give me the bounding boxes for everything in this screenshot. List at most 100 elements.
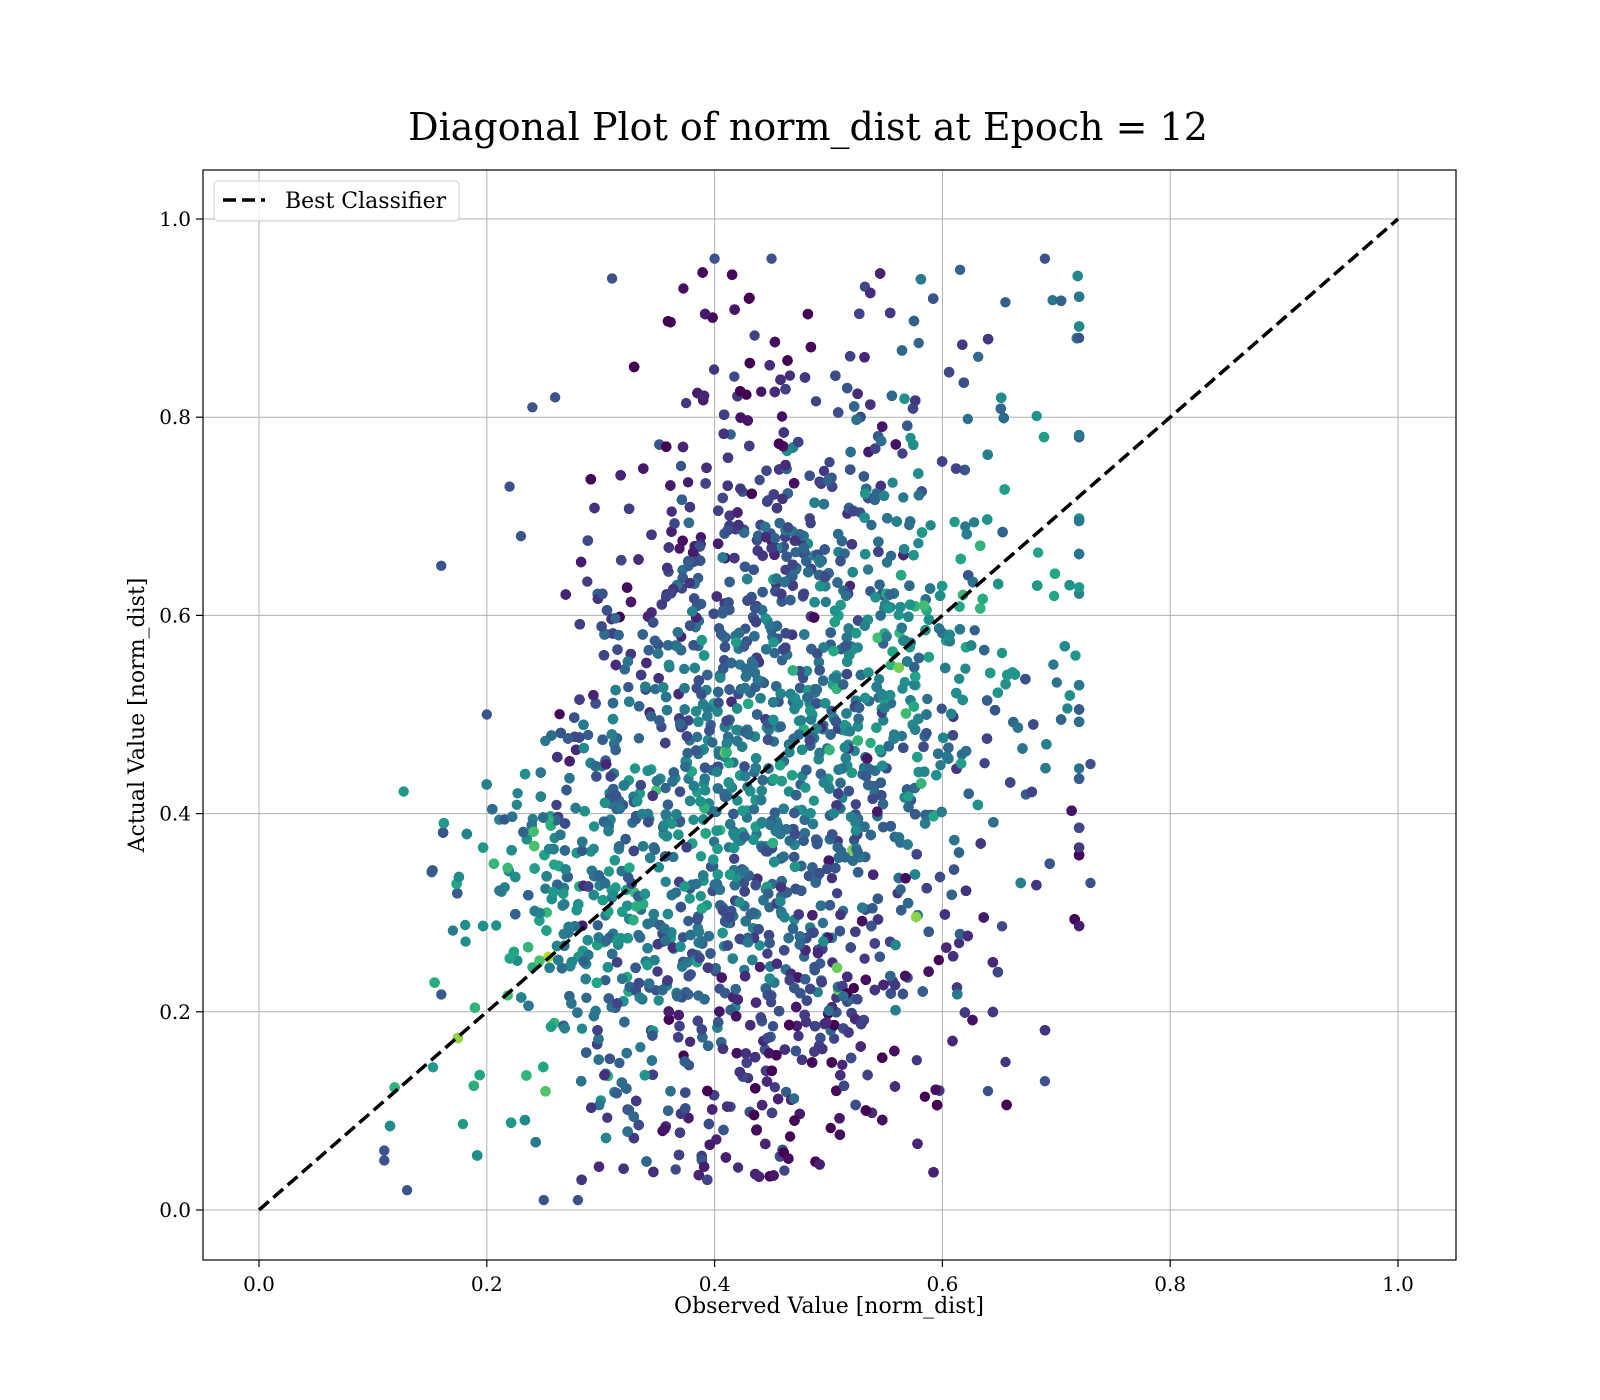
scatter-point — [684, 893, 695, 904]
scatter-point — [898, 492, 909, 503]
scatter-point — [865, 737, 876, 749]
scatter-point — [790, 547, 801, 558]
scatter-point — [800, 782, 811, 793]
scatter-point — [808, 795, 820, 806]
scatter-point — [660, 782, 671, 794]
scatter-point — [779, 1165, 790, 1176]
scatter-point — [554, 709, 565, 720]
scatter-point — [754, 474, 765, 486]
scatter-point — [635, 1042, 646, 1053]
scatter-point — [682, 477, 694, 488]
scatter-point — [732, 1162, 744, 1173]
scatter-point — [969, 517, 980, 528]
scatter-point — [650, 683, 661, 695]
scatter-point — [954, 264, 966, 275]
scatter-point — [897, 448, 908, 459]
scatter-point — [831, 888, 843, 899]
scatter-point — [679, 663, 690, 675]
scatter-point — [457, 1118, 469, 1130]
scatter-point — [1073, 582, 1085, 593]
scatter-point — [960, 521, 971, 532]
scatter-point — [660, 876, 671, 887]
scatter-point — [925, 520, 936, 531]
scatter-point — [582, 576, 593, 587]
scatter-point — [824, 457, 835, 468]
scatter-point — [633, 733, 645, 744]
scatter-point — [911, 1055, 922, 1066]
scatter-point — [460, 919, 471, 931]
scatter-point — [460, 936, 471, 947]
scatter-point — [922, 693, 933, 705]
scatter-point — [780, 564, 791, 575]
scatter-point — [859, 953, 870, 964]
scatter-point — [810, 396, 822, 407]
scatter-point — [551, 799, 562, 811]
scatter-point — [962, 413, 973, 425]
scatter-point — [749, 330, 760, 341]
scatter-point — [804, 513, 815, 524]
scatter-point — [684, 1036, 696, 1048]
scatter-point — [588, 821, 600, 832]
scatter-point — [708, 364, 720, 375]
scatter-point — [1073, 763, 1085, 774]
scatter-point — [817, 917, 829, 929]
scatter-point — [969, 625, 980, 636]
scatter-point — [885, 659, 896, 671]
scatter-point — [427, 1062, 439, 1073]
scatter-point — [784, 370, 796, 381]
scatter-point — [953, 937, 965, 949]
scatter-point — [839, 548, 850, 559]
scatter-point — [603, 866, 615, 877]
scatter-point — [729, 371, 740, 382]
scatter-point — [837, 1059, 848, 1071]
scatter-point — [825, 1122, 836, 1134]
scatter-point — [954, 673, 965, 684]
scatter-point — [1048, 590, 1060, 602]
scatter-point — [582, 729, 594, 741]
scatter-point — [447, 925, 459, 936]
scatter-point — [1000, 1056, 1011, 1068]
scatter-point — [756, 386, 767, 397]
scatter-point — [881, 557, 893, 568]
scatter-point — [614, 1057, 625, 1069]
scatter-point — [1047, 295, 1058, 306]
scatter-point — [769, 647, 780, 659]
scatter-point — [895, 884, 906, 895]
scatter-point — [996, 921, 1008, 932]
scatter-point — [1048, 659, 1059, 670]
scatter-point — [801, 665, 813, 677]
scatter-point — [695, 851, 707, 862]
scatter-point — [629, 763, 641, 774]
scatter-point — [862, 564, 874, 575]
scatter-point — [576, 1023, 588, 1034]
scatter-point — [826, 873, 838, 884]
scatter-point — [680, 397, 692, 409]
scatter-point — [897, 683, 908, 694]
scatter-point — [668, 851, 679, 863]
scatter-point — [540, 883, 551, 894]
scatter-point — [949, 516, 960, 528]
scatter-point — [960, 663, 971, 674]
scatter-point — [695, 890, 706, 902]
scatter-point — [594, 1100, 605, 1111]
scatter-point — [828, 1033, 840, 1044]
scatter-point — [878, 715, 889, 726]
scatter-point — [780, 1086, 792, 1098]
scatter-point — [973, 351, 984, 362]
scatter-point — [769, 1082, 781, 1093]
scatter-point — [1031, 410, 1042, 422]
scatter-point — [996, 647, 1008, 659]
scatter-point — [674, 543, 685, 554]
scatter-point — [919, 1091, 931, 1102]
scatter-point — [784, 1131, 796, 1142]
scatter-points — [379, 253, 1096, 1206]
scatter-point — [820, 596, 831, 608]
scatter-point — [1070, 650, 1081, 661]
scatter-point — [767, 1020, 779, 1032]
scatter-point — [688, 814, 699, 825]
scatter-point — [436, 989, 447, 1000]
scatter-point — [913, 538, 924, 549]
scatter-point — [707, 737, 718, 748]
scatter-point — [936, 703, 947, 714]
scatter-point — [1051, 677, 1063, 688]
